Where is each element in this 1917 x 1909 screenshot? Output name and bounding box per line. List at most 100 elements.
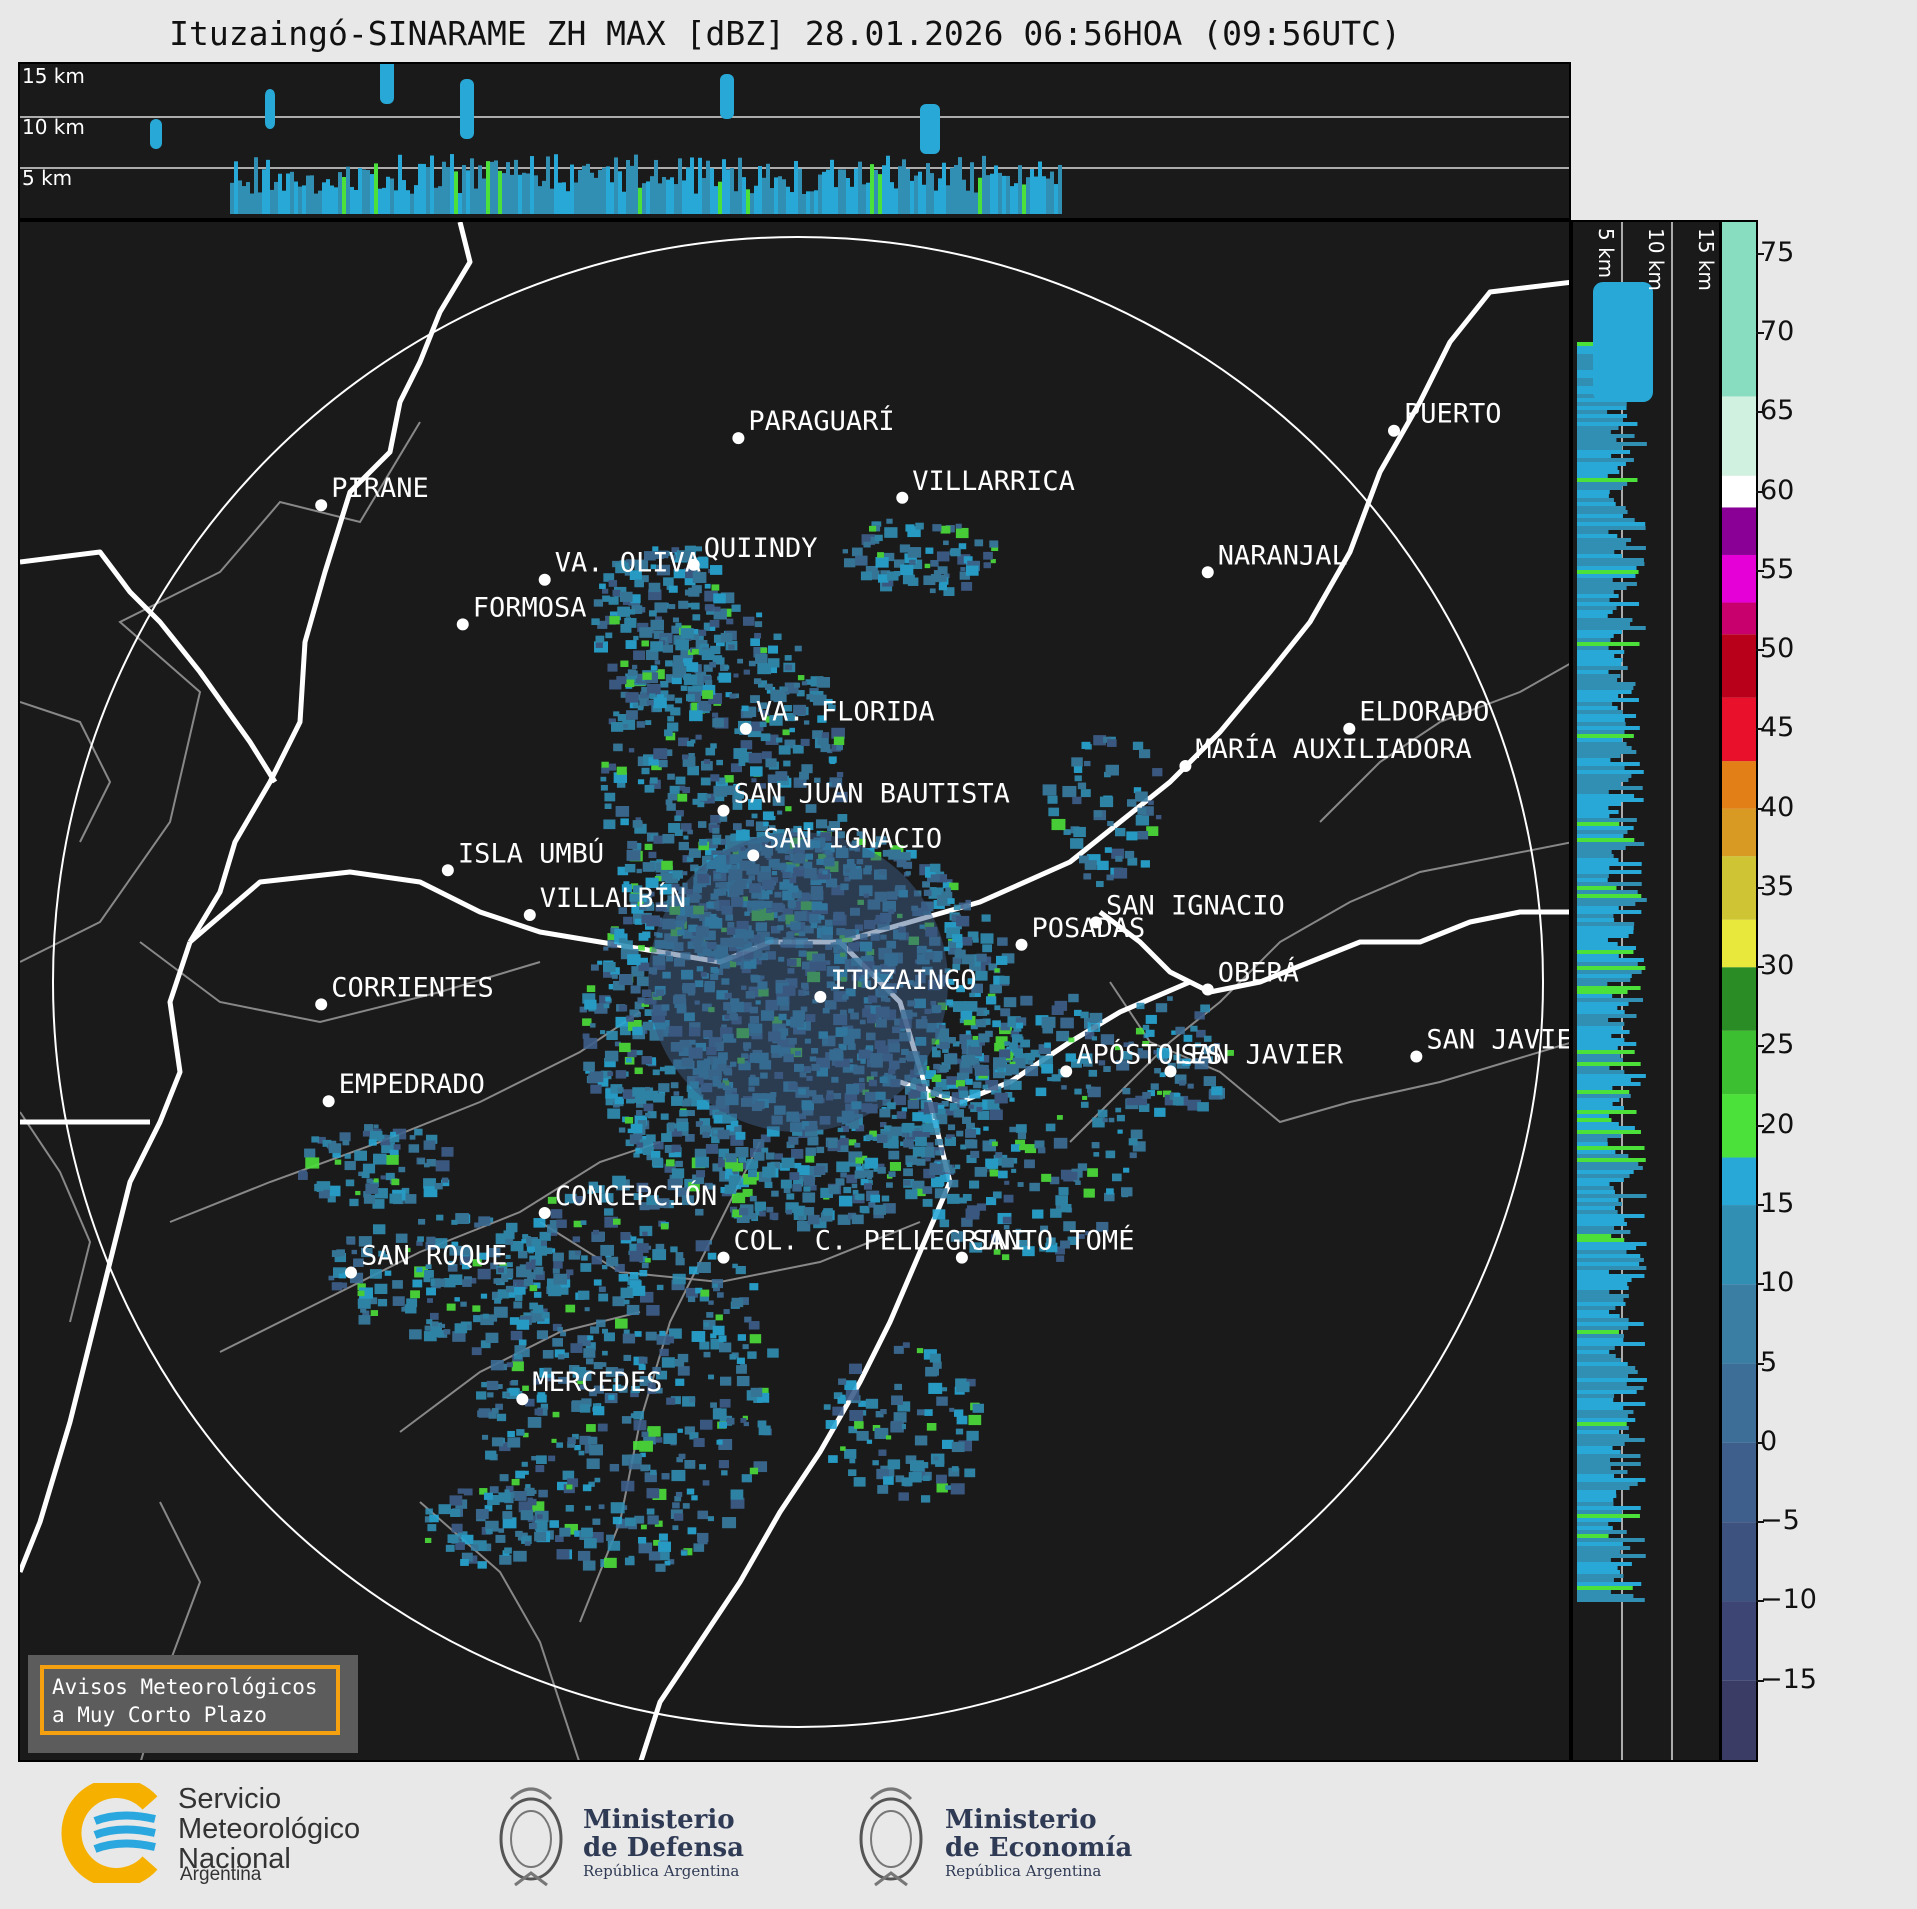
city-marker xyxy=(1090,916,1102,929)
alert-line-2: a Muy Corto Plazo xyxy=(52,1703,267,1727)
colorbar-segment xyxy=(1722,1601,1756,1681)
colorbar-segment xyxy=(1722,761,1756,809)
city-marker xyxy=(1388,424,1400,437)
radar-range-ring xyxy=(52,236,1544,1728)
city-marker xyxy=(538,1206,551,1219)
smn-country: Argentina xyxy=(180,1864,262,1885)
colorbar-segment xyxy=(1722,634,1756,698)
city-marker xyxy=(717,1251,730,1264)
city-label: PUERTO xyxy=(1404,399,1502,430)
colorbar-segment xyxy=(1722,1363,1756,1443)
colorbar-segment xyxy=(1722,1522,1756,1602)
city-marker xyxy=(538,573,551,586)
colorbar-tick-label: 20 xyxy=(1755,1108,1795,1140)
smn-logo-text: Servicio Meteorológico Nacional xyxy=(178,1784,360,1874)
alert-banner[interactable]: Avisos Meteorológicos a Muy Corto Plazo xyxy=(28,1655,358,1753)
colorbar-tick-label: 55 xyxy=(1755,553,1795,585)
city-marker xyxy=(1201,983,1214,996)
city-marker xyxy=(315,499,328,512)
colorbar-segment xyxy=(1722,507,1756,555)
city-marker xyxy=(456,618,469,631)
colorbar-segment xyxy=(1722,808,1756,857)
city-marker xyxy=(322,1095,335,1108)
colorbar-tick-label: 5 xyxy=(1755,1346,1778,1378)
city-marker xyxy=(345,1266,357,1279)
alert-line-1: Avisos Meteorológicos xyxy=(52,1675,318,1699)
city-marker xyxy=(1201,566,1214,579)
city-label: SAN ROQUE xyxy=(361,1241,507,1272)
city-label: NARANJAL xyxy=(1218,540,1348,571)
city-label: SAN IGNACIO xyxy=(1106,890,1285,921)
city-marker xyxy=(523,908,536,921)
colorbar-segment xyxy=(1722,856,1756,920)
colorbar-tick-label: −10 xyxy=(1756,1584,1817,1616)
colorbar-segment xyxy=(1722,1030,1756,1095)
colorbar-segment xyxy=(1722,919,1756,968)
city-label: SAN JAVIER xyxy=(1426,1025,1571,1056)
colorbar-segment xyxy=(1722,967,1756,1031)
colorbar-tick-label: 65 xyxy=(1755,395,1795,427)
defensa-seal-icon xyxy=(499,1787,563,1887)
city-marker xyxy=(1060,1065,1073,1078)
city-marker xyxy=(896,491,909,504)
defensa-logo-text: Ministerio de Defensa República Argentin… xyxy=(583,1806,744,1880)
city-marker xyxy=(516,1393,529,1406)
city-marker xyxy=(717,804,730,817)
smn-line-2: Meteorológico xyxy=(178,1813,361,1845)
top-profile-plot: 15 km 10 km 5 km xyxy=(20,64,1569,214)
side-profile-echoes xyxy=(1577,282,1653,1602)
city-label: COL. C. PELLEGRINI xyxy=(734,1226,1027,1257)
colorbar-tick-label: 60 xyxy=(1755,474,1795,506)
height-label-15km: 15 km xyxy=(22,64,85,88)
colorbar-tick-label: 45 xyxy=(1755,712,1795,744)
city-label: SANTO TOMÉ xyxy=(972,1225,1135,1257)
smn-line-3: Nacional xyxy=(178,1843,291,1875)
city-label: VILLARRICA xyxy=(912,466,1075,497)
city-label: CORRIENTES xyxy=(331,972,494,1003)
radar-echoes xyxy=(297,518,1234,1572)
city-marker xyxy=(814,990,827,1003)
smn-logo-icon xyxy=(61,1783,158,1883)
dbz-colorbar xyxy=(1720,220,1758,1762)
city-label: SAN IGNACIO xyxy=(763,823,942,854)
city-label: POSADAS xyxy=(1032,913,1146,944)
colorbar-segment xyxy=(1722,1284,1756,1364)
city-label: VILLALBÍN xyxy=(540,882,686,914)
top-profile-echoes xyxy=(150,64,1062,214)
side-profile-plot: 5 km 10 km 15 km xyxy=(1577,222,1718,1760)
alert-link[interactable]: Avisos Meteorológicos a Muy Corto Plazo xyxy=(40,1665,340,1735)
city-label: QUIINDY xyxy=(704,533,818,564)
defensa-country: República Argentina xyxy=(583,1862,740,1880)
colorbar-segment xyxy=(1722,1680,1756,1760)
city-label: APÓSTOLES xyxy=(1076,1038,1222,1070)
city-marker xyxy=(1015,938,1028,951)
colorbar-tick-label: 30 xyxy=(1755,950,1795,982)
colorbar-segment xyxy=(1722,475,1756,508)
city-marker xyxy=(441,864,454,877)
defensa-line-1: Ministerio xyxy=(583,1805,735,1835)
colorbar-tick-label: 75 xyxy=(1755,236,1795,268)
colorbar-segment xyxy=(1722,602,1756,635)
side-height-label-10km: 10 km xyxy=(1644,228,1668,291)
city-marker xyxy=(747,849,760,862)
colorbar-tick-label: −5 xyxy=(1756,1505,1800,1537)
radar-map[interactable]: PIRANE PARAGUARÍ VILLARRICA QUIINDY VA. OLIV… xyxy=(18,220,1571,1762)
city-marker xyxy=(739,722,752,735)
city-label: OBERÁ xyxy=(1218,956,1299,988)
chart-title: Ituzaingó-SINARAME ZH MAX [dBZ] 28.01.20… xyxy=(169,14,1401,53)
colorbar-segment xyxy=(1722,697,1756,762)
city-marker xyxy=(1343,722,1356,735)
smn-line-1: Servicio xyxy=(178,1783,282,1815)
side-height-profile: 5 km 10 km 15 km xyxy=(1571,220,1721,1762)
province-borders xyxy=(20,421,1569,1760)
city-label: MERCEDES xyxy=(532,1367,662,1398)
city-label: ITUZAINGO xyxy=(830,965,976,996)
colorbar-segment xyxy=(1722,1205,1756,1285)
height-label-10km: 10 km xyxy=(22,115,85,139)
colorbar-tick-label: 10 xyxy=(1755,1267,1795,1299)
city-label: SAN JAVIER xyxy=(1181,1039,1344,1070)
city-label: EMPEDRADO xyxy=(339,1069,485,1100)
colorbar-tick-label: 50 xyxy=(1755,633,1795,665)
